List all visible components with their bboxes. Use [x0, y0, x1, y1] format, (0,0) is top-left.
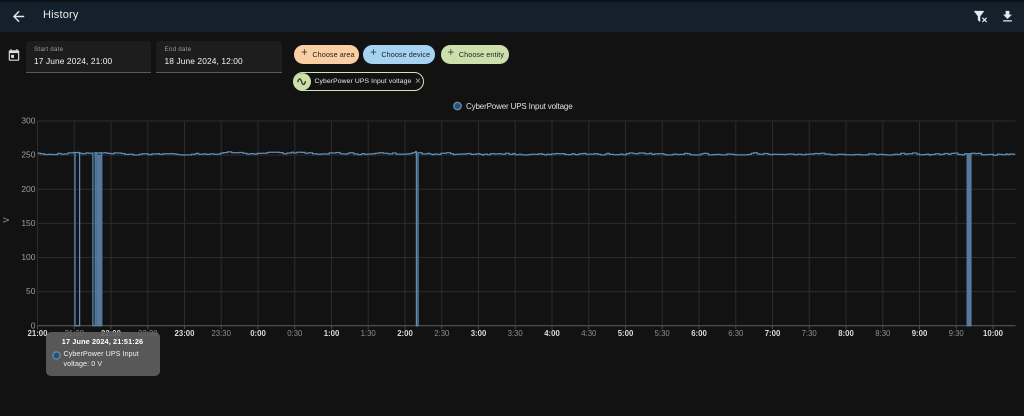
- svg-text:CyberPower UPS Input voltage: CyberPower UPS Input voltage: [466, 102, 573, 111]
- svg-text:50: 50: [26, 286, 36, 296]
- svg-text:V: V: [2, 217, 11, 223]
- svg-text:7:00: 7:00: [765, 329, 781, 338]
- svg-text:4:30: 4:30: [581, 329, 597, 338]
- svg-text:10:00: 10:00: [983, 329, 1004, 338]
- svg-text:4:00: 4:00: [544, 329, 560, 338]
- svg-text:0: 0: [31, 320, 36, 330]
- svg-text:2:30: 2:30: [434, 329, 450, 338]
- svg-text:5:00: 5:00: [618, 329, 634, 338]
- svg-text:7:30: 7:30: [802, 329, 818, 338]
- svg-text:23:00: 23:00: [175, 329, 196, 338]
- svg-text:300: 300: [21, 116, 35, 126]
- svg-text:6:00: 6:00: [691, 329, 707, 338]
- svg-text:200: 200: [21, 184, 35, 194]
- svg-text:8:30: 8:30: [875, 329, 891, 338]
- svg-text:1:30: 1:30: [361, 329, 377, 338]
- svg-text:8:00: 8:00: [838, 329, 854, 338]
- svg-text:2:00: 2:00: [397, 329, 413, 338]
- svg-text:5:30: 5:30: [655, 329, 671, 338]
- svg-text:150: 150: [21, 218, 35, 228]
- svg-text:1:00: 1:00: [324, 329, 340, 338]
- svg-text:6:30: 6:30: [728, 329, 744, 338]
- svg-text:21:00: 21:00: [28, 329, 49, 338]
- svg-text:3:00: 3:00: [471, 329, 487, 338]
- svg-text:23:30: 23:30: [211, 329, 231, 338]
- svg-text:0:00: 0:00: [250, 329, 266, 338]
- svg-text:0:30: 0:30: [287, 329, 303, 338]
- svg-text:100: 100: [21, 252, 35, 262]
- svg-text:9:00: 9:00: [912, 329, 928, 338]
- svg-text:9:30: 9:30: [949, 329, 965, 338]
- svg-text:3:30: 3:30: [508, 329, 524, 338]
- svg-text:250: 250: [21, 150, 35, 160]
